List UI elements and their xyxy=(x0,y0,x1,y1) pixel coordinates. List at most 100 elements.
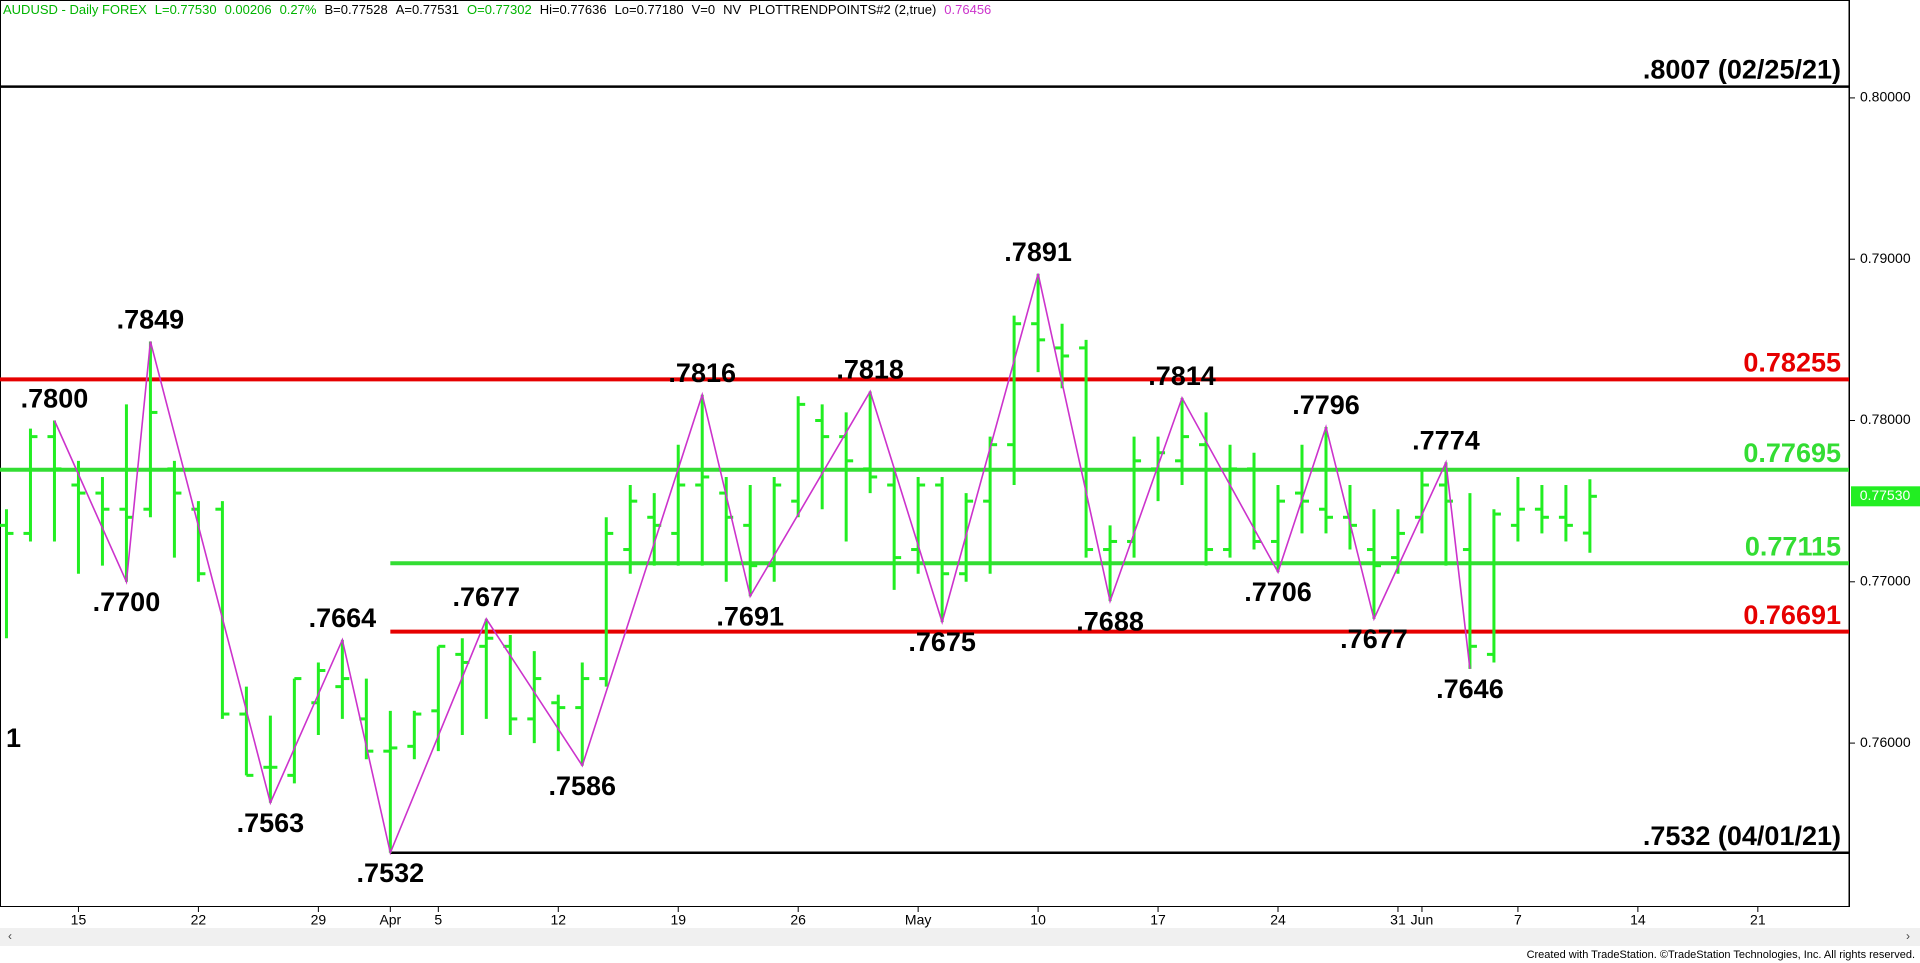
ohlc-bar xyxy=(695,394,710,566)
ohlc-bar xyxy=(1271,485,1286,573)
header-item: B=0.77528 xyxy=(324,2,387,17)
y-tick-label: 0.80000 xyxy=(1860,89,1911,105)
trend-line xyxy=(53,273,1471,856)
ohlc-bar xyxy=(935,476,950,623)
trend-label: .7796 xyxy=(1292,390,1360,420)
level-label: .8007 (02/25/21) xyxy=(1643,55,1841,85)
ohlc-bar xyxy=(1390,509,1405,574)
y-tick-label: 0.78000 xyxy=(1860,411,1911,427)
ohlc-bar xyxy=(335,639,350,719)
trend-label: .7691 xyxy=(716,601,784,631)
ohlc-bar xyxy=(1318,426,1333,534)
ohlc-bar xyxy=(479,618,494,719)
ohlc-bar xyxy=(1510,476,1525,542)
scroll-left[interactable]: ‹ xyxy=(8,929,12,943)
ohlc-bar xyxy=(863,391,878,494)
trend-label: .7814 xyxy=(1148,361,1216,391)
ohlc-bar xyxy=(287,677,302,784)
trend-label: .7563 xyxy=(237,808,305,838)
header-item: Hi=0.77636 xyxy=(540,2,607,17)
level-label: .7532 (04/01/21) xyxy=(1643,821,1841,851)
header-item: PLOTTRENDPOINTS#2 (2,true) xyxy=(749,2,936,17)
ohlc-bar xyxy=(791,396,806,518)
trend-label: .7816 xyxy=(668,358,736,388)
y-tick-label: 0.79000 xyxy=(1860,250,1911,266)
ohlc-bar xyxy=(1366,509,1381,619)
x-tick-label: 24 xyxy=(1270,912,1286,928)
ohlc-bar xyxy=(1534,485,1549,534)
x-tick-label: Jun xyxy=(1411,912,1434,928)
ohlc-bar xyxy=(1438,462,1453,566)
ohlc-bar xyxy=(47,420,62,542)
ohlc-bar xyxy=(575,662,590,766)
scrollbar[interactable] xyxy=(0,928,1920,946)
ohlc-bar xyxy=(23,428,38,542)
ohlc-bar xyxy=(1295,444,1310,534)
scroll-right[interactable]: › xyxy=(1906,929,1910,943)
ohlc-bar xyxy=(263,715,278,803)
ohlc-bar xyxy=(599,517,614,687)
edge-label: 1 xyxy=(6,723,21,753)
ohlc-bar xyxy=(1462,493,1477,669)
ohlc-bar xyxy=(527,651,542,744)
trend-label: .7818 xyxy=(836,355,904,385)
ohlc-bar xyxy=(167,460,182,558)
ohlc-bar xyxy=(911,476,926,574)
header-item: NV xyxy=(723,2,741,17)
x-tick-label: 26 xyxy=(790,912,806,928)
ohlc-bar xyxy=(239,686,254,777)
header-item: 0.00206 xyxy=(225,2,272,17)
ohlc-bar xyxy=(383,710,398,853)
ohlc-bar xyxy=(0,509,14,639)
ohlc-bar xyxy=(1558,485,1573,542)
trend-label: .7891 xyxy=(1004,237,1072,267)
trend-label: .7677 xyxy=(1340,624,1408,654)
ohlc-bar xyxy=(623,485,638,574)
x-tick-label: 15 xyxy=(71,912,87,928)
header-item: O=0.77302 xyxy=(467,2,532,17)
x-tick-label: 21 xyxy=(1750,912,1766,928)
header-item: V=0 xyxy=(692,2,716,17)
ohlc-bar xyxy=(551,694,566,752)
trend-label: .7532 xyxy=(357,858,425,888)
x-tick-label: May xyxy=(905,912,931,928)
x-tick-label: 19 xyxy=(670,912,686,928)
footer: Created with TradeStation. ©TradeStation… xyxy=(1527,949,1915,961)
ohlc-bar xyxy=(95,476,110,566)
trend-label: .7646 xyxy=(1436,674,1504,704)
ohlc-bar xyxy=(1199,412,1214,566)
x-tick-label: 22 xyxy=(191,912,207,928)
ohlc-bar xyxy=(743,485,758,597)
x-tick-label: 14 xyxy=(1630,912,1646,928)
ohlc-bar xyxy=(191,501,206,582)
trend-label: .7700 xyxy=(93,587,161,617)
ohlc-bar xyxy=(215,501,230,719)
y-tick-label: 0.77000 xyxy=(1860,572,1911,588)
header: AUDUSD - Daily FOREX L=0.77530 0.00206 0.27… xyxy=(3,2,991,17)
ohlc-bar xyxy=(815,404,830,510)
last-price-box xyxy=(1851,486,1920,507)
x-tick-label: 17 xyxy=(1150,912,1166,928)
x-tick-label: 12 xyxy=(550,912,566,928)
ohlc-bar xyxy=(1007,315,1022,486)
last-price-label: 0.77530 xyxy=(1860,487,1911,503)
header-item: A=0.77531 xyxy=(396,2,459,17)
ohlc-bar xyxy=(1055,323,1070,389)
ohlc-bar xyxy=(671,444,686,566)
trend-label: .7675 xyxy=(908,627,976,657)
level-label: 0.76691 xyxy=(1743,600,1841,630)
ohlc-bar xyxy=(1031,273,1046,373)
ohlc-bar xyxy=(431,644,446,752)
ohlc-bar xyxy=(1103,525,1118,602)
header-item: 0.27% xyxy=(280,2,317,17)
y-tick-label: 0.76000 xyxy=(1860,734,1911,750)
trend-label: .7849 xyxy=(117,305,185,335)
x-tick-label: 29 xyxy=(311,912,327,928)
ohlc-bar xyxy=(1247,452,1262,550)
trend-label: .7706 xyxy=(1244,577,1312,607)
x-tick-label: 7 xyxy=(1514,912,1522,928)
ohlc-bar xyxy=(887,468,902,590)
header-item: Lo=0.77180 xyxy=(615,2,684,17)
x-tick-label: 5 xyxy=(434,912,442,928)
